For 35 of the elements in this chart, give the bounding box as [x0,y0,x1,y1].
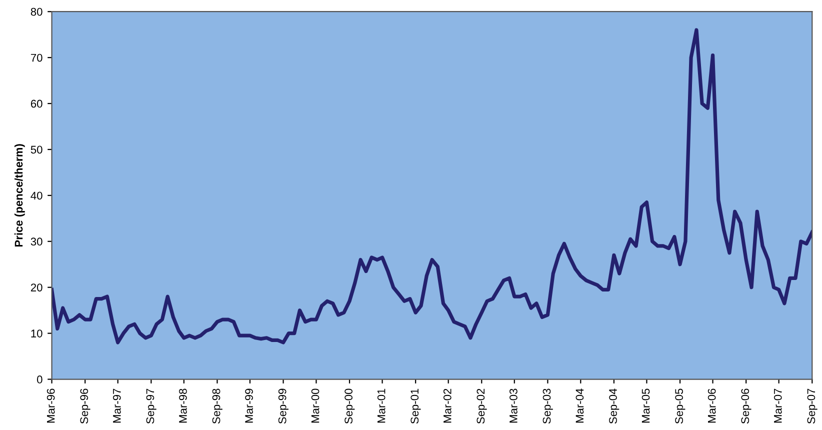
x-tick-label: Mar-98 [179,388,187,423]
x-tick-label: Mar-03 [510,388,518,423]
x-tick-label: Sep-01 [410,388,421,424]
x-tick-label: Mar-96 [46,388,55,423]
y-tick-label: 60 [30,100,42,108]
x-tick-label: Sep-02 [476,388,487,424]
x-tick-label: Sep-05 [675,388,686,424]
y-tick-label: 30 [30,238,42,246]
x-tick-label: Sep-99 [278,388,288,424]
y-tick-label: 40 [30,192,42,200]
x-tick-label: Sep-98 [212,388,222,424]
y-tick-label: 20 [30,284,42,292]
x-tick-label: Sep-97 [146,388,156,424]
x-tick-label: Mar-97 [112,388,121,423]
x-tick-label: Sep-07 [807,388,818,424]
y-tick-label: 50 [30,146,42,154]
y-tick-label: 0 [37,376,42,384]
x-tick-label: Mar-05 [642,388,650,423]
y-tick-label: 80 [30,8,42,16]
x-tick-label: Sep-00 [344,388,355,424]
y-axis-title: Price (pence/therm) [14,144,25,247]
x-tick-label: Sep-96 [80,388,90,424]
line-series [52,28,812,344]
x-tick-label: Sep-03 [542,388,553,424]
x-tick-label: Mar-02 [443,388,452,423]
y-tick-label: 10 [31,330,42,338]
x-tick-label: Mar-07 [774,388,782,423]
x-tick-label: Mar-04 [576,388,584,423]
x-tick-label: Mar-99 [245,388,253,423]
x-tick-label: Mar-00 [311,388,320,423]
x-tick-label: Mar-06 [708,388,716,423]
y-tick-label: 70 [30,54,42,62]
x-tick-label: Sep-04 [609,388,620,424]
x-tick-label: Sep-06 [741,388,752,424]
x-tick-label: Mar-01 [377,388,386,423]
